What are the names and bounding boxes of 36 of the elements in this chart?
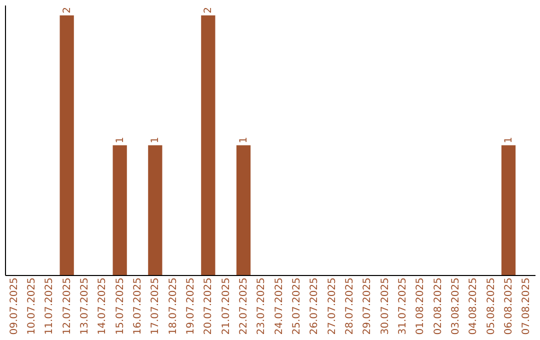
x-tick-label: 02.08.2025	[432, 278, 444, 335]
x-tick-label: 05.08.2025	[486, 278, 497, 335]
x-tick-label: 03.08.2025	[450, 278, 462, 335]
data-label: 1	[238, 136, 250, 144]
x-tick-label: 20.07.2025	[203, 278, 214, 335]
x-tick-label: 10.07.2025	[26, 278, 38, 335]
x-tick-label: 07.08.2025	[521, 278, 532, 335]
x-tick-label: 04.08.2025	[468, 278, 480, 335]
x-tick-label: 19.07.2025	[186, 278, 196, 335]
x-tick-label: 28.07.2025	[344, 278, 356, 335]
x-tick-label: 09.07.2025	[8, 278, 20, 335]
x-tick-label: 13.07.2025	[80, 278, 90, 335]
data-label: 2	[203, 7, 214, 14]
x-tick-label: 21.07.2025	[220, 278, 232, 335]
x-tick-label: 06.08.2025	[504, 278, 514, 335]
x-tick-label: 16.07.2025	[132, 278, 144, 335]
x-tick-label: 24.07.2025	[274, 278, 285, 335]
data-label: 2	[62, 7, 73, 14]
data-label: 1	[504, 136, 514, 144]
x-tick-label: 11.07.2025	[44, 278, 56, 335]
data-label: 1	[150, 136, 162, 144]
x-tick-label: 18.07.2025	[168, 278, 179, 335]
x-tick-label: 27.07.2025	[326, 278, 338, 335]
x-tick-label: 15.07.2025	[114, 278, 126, 335]
x-tick-label: 31.07.2025	[398, 278, 408, 335]
x-tick-label: 29.07.2025	[362, 278, 374, 335]
x-tick-label: 26.07.2025	[309, 278, 320, 335]
x-tick-label: 01.08.2025	[415, 278, 426, 335]
data-label: 1	[114, 136, 126, 144]
x-tick-label: 23.07.2025	[256, 278, 268, 335]
x-tick-label: 17.07.2025	[150, 278, 162, 335]
x-tick-label: 22.07.2025	[238, 278, 250, 335]
x-tick-label: 25.07.2025	[292, 278, 302, 335]
x-tick-label: 14.07.2025	[97, 278, 108, 335]
x-tick-label: 12.07.2025	[62, 278, 73, 335]
x-tick-label: 30.07.2025	[380, 278, 391, 335]
